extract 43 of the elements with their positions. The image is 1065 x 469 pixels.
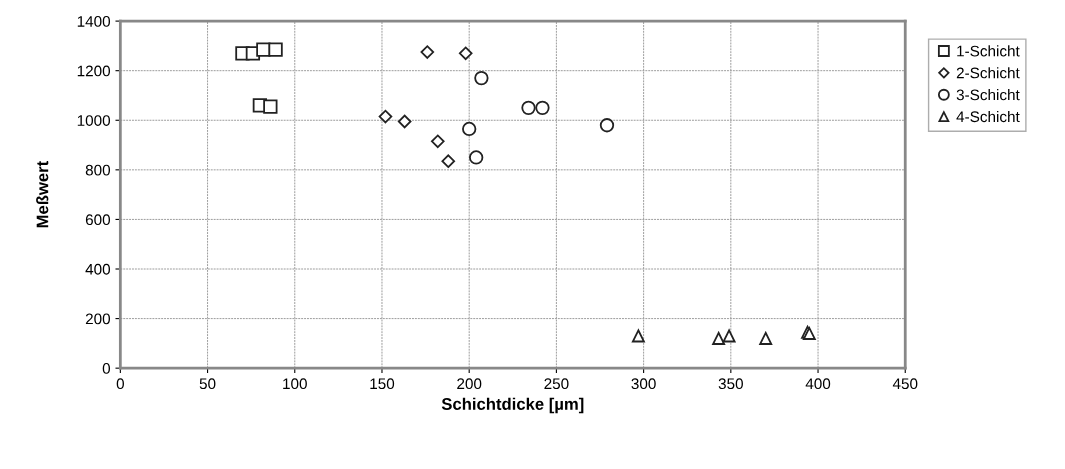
y-tick-label: 400 <box>85 263 111 275</box>
point <box>712 331 726 345</box>
y-tick-label: 1400 <box>77 15 111 27</box>
point <box>474 70 489 86</box>
point <box>256 42 271 57</box>
legend-label: 4-Schicht <box>956 110 1020 123</box>
y-tick-label: 1200 <box>77 65 111 77</box>
point <box>599 118 615 133</box>
x-tick-label: 450 <box>892 378 918 390</box>
point <box>441 154 456 168</box>
y-tick-label: 200 <box>85 313 111 325</box>
x-tick-label: 400 <box>805 378 831 390</box>
point <box>722 329 736 343</box>
x-tick-label: 150 <box>370 378 395 390</box>
x-tick-label: 250 <box>544 378 569 390</box>
point <box>420 45 435 59</box>
point <box>378 109 393 124</box>
x-tick-label: 50 <box>199 378 216 390</box>
point <box>458 46 473 61</box>
x-tick-label: 350 <box>718 378 743 390</box>
point <box>462 121 477 137</box>
y-tick-label: 800 <box>85 164 111 176</box>
y-tick-label: 1000 <box>77 115 111 126</box>
legend-label: 3-Schicht <box>956 89 1020 101</box>
y-tick-label: 600 <box>85 214 111 226</box>
x-tick-label: 0 <box>116 378 124 390</box>
x-tick-label: 300 <box>631 378 656 390</box>
point <box>759 331 773 345</box>
point <box>397 114 412 129</box>
legend-label: 1-Schicht <box>957 45 1020 57</box>
point <box>521 100 536 116</box>
legend-label: 2-Schicht <box>956 67 1020 79</box>
y-axis-title: Meßwert <box>36 161 49 228</box>
x-tick-label: 100 <box>283 378 307 390</box>
point <box>469 150 484 165</box>
point <box>535 100 550 116</box>
point <box>263 99 278 114</box>
x-axis-title: Schichtdicke [µm] <box>441 397 584 414</box>
point <box>631 329 645 343</box>
point <box>430 134 445 149</box>
x-tick-label: 200 <box>457 378 482 390</box>
y-tick-label: 0 <box>102 363 111 374</box>
point <box>268 42 283 57</box>
